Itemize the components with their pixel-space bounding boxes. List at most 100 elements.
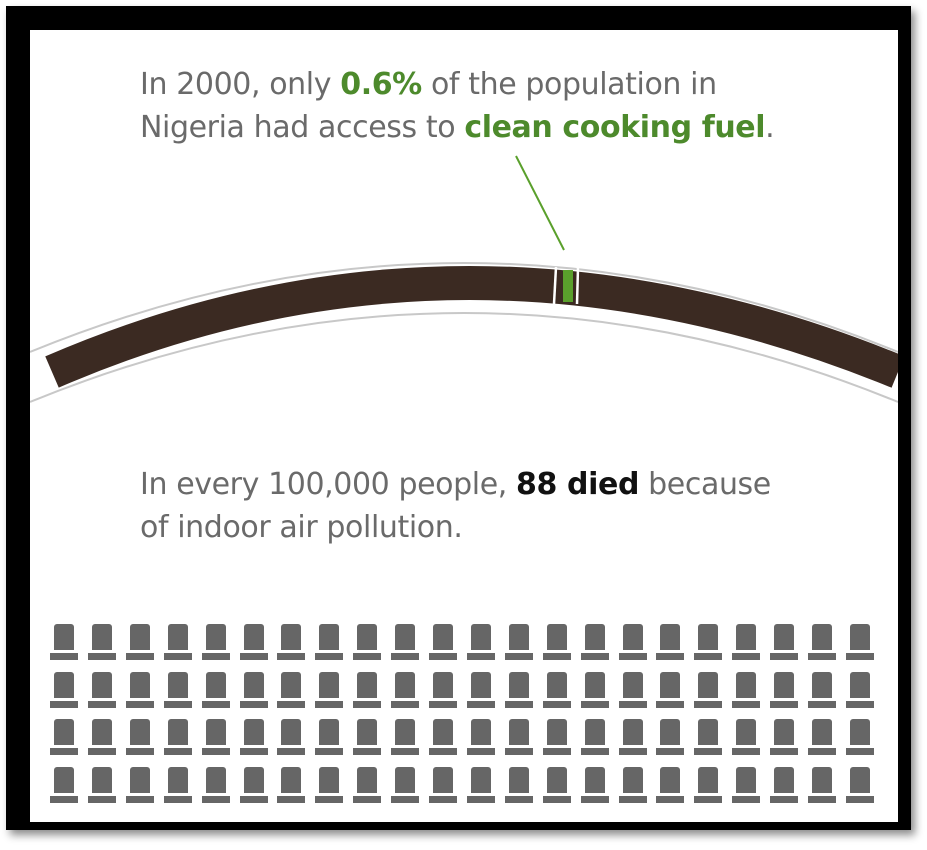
grave-icon (429, 766, 459, 805)
grave-icon (845, 719, 876, 757)
grave-icon (201, 719, 232, 757)
intro-line2: Nigeria had access to (140, 110, 465, 145)
grave-icon (694, 671, 724, 710)
grave-icon (845, 766, 876, 805)
grave-icon (618, 719, 649, 757)
deaths-statement: In every 100,000 people, 88 died because… (140, 463, 771, 549)
grave-icon (391, 624, 421, 662)
grave-icon (542, 624, 573, 662)
grave-icon (391, 766, 421, 805)
intro-suffix: . (765, 110, 775, 145)
grave-row (50, 624, 880, 662)
clean-fuel-highlight: clean cooking fuel (464, 110, 766, 145)
grave-icon (50, 766, 80, 805)
clean-fuel-statement: In 2000, only 0.6% of the population in N… (140, 63, 775, 149)
grave-icon (466, 719, 497, 757)
grave-icon (391, 671, 421, 710)
grave-icon (580, 766, 611, 805)
marker-gap-left (552, 266, 558, 305)
grave-icon (580, 624, 611, 662)
grave-icon (808, 624, 838, 662)
grave-icon (504, 766, 535, 805)
grave-icon (315, 624, 345, 662)
grave-icon (163, 766, 194, 805)
grave-icon (429, 624, 459, 662)
grave-icon (732, 766, 762, 805)
grave-icon (732, 624, 762, 662)
grave-icon (808, 766, 838, 805)
grave-icon (87, 719, 118, 757)
grave-icon (580, 671, 611, 710)
grave-icon (770, 624, 800, 662)
grave-icon (87, 766, 118, 805)
grave-icon (504, 624, 535, 662)
intro-prefix: In 2000, only (140, 67, 341, 102)
grave-icon (163, 671, 194, 710)
grave-row (50, 719, 880, 757)
population-band (45, 266, 898, 388)
population-arc (30, 155, 898, 403)
arc-outer-line (30, 262, 898, 353)
infographic-panel: In 2000, only 0.6% of the population in N… (30, 30, 898, 822)
grave-icon (277, 624, 307, 662)
grave-icon (656, 671, 686, 710)
grave-icon (163, 719, 194, 757)
marker-gap-right (575, 266, 580, 305)
grave-icon (87, 624, 118, 662)
grave-icon (504, 671, 535, 710)
grave-icon (542, 671, 573, 710)
grave-icon (163, 624, 194, 662)
grave-icon (504, 719, 535, 757)
grave-icon (277, 766, 307, 805)
grave-row (50, 671, 880, 710)
grave-icon (239, 719, 270, 757)
grave-icon (580, 719, 611, 757)
grave-icon (656, 719, 686, 757)
grave-icon (466, 671, 497, 710)
deaths-highlight: 88 died (516, 467, 640, 502)
grave-icon (808, 719, 838, 757)
grave-icon (732, 719, 762, 757)
grave-icon (125, 624, 156, 662)
grave-icon (277, 671, 307, 710)
grave-icon (429, 719, 459, 757)
grave-icon (125, 671, 156, 710)
grave-icon (808, 671, 838, 710)
grave-icon (466, 624, 497, 662)
deaths-suffix: because (639, 467, 771, 502)
grave-icon (50, 719, 80, 757)
grave-icon (845, 671, 876, 710)
intro-mid: of the population in (421, 67, 717, 102)
grave-icon (845, 624, 876, 662)
grave-icon (656, 624, 686, 662)
grave-icon (239, 671, 270, 710)
access-percent: 0.6% (340, 67, 422, 102)
clean-fuel-marker (563, 270, 573, 302)
grave-icon (618, 624, 649, 662)
frame: In 2000, only 0.6% of the population in N… (6, 6, 911, 830)
grave-icon (50, 624, 80, 662)
grave-icon (353, 719, 383, 757)
grave-icon (353, 671, 383, 710)
grave-icon (87, 671, 118, 710)
grave-icon (618, 671, 649, 710)
grave-icon (770, 719, 800, 757)
grave-icon (125, 766, 156, 805)
grave-icon (694, 624, 724, 662)
callout-line (515, 155, 565, 251)
grave-icon (466, 766, 497, 805)
grave-icon (618, 766, 649, 805)
grave-icon (315, 766, 345, 805)
grave-icon (353, 624, 383, 662)
grave-row (50, 766, 880, 805)
grave-icon (239, 624, 270, 662)
grave-icon (694, 719, 724, 757)
grave-icon (201, 766, 232, 805)
deaths-line2: of indoor air pollution. (140, 510, 463, 545)
grave-icon (732, 671, 762, 710)
arc-inner-line (30, 312, 898, 403)
grave-icon (201, 624, 232, 662)
grave-icon (125, 719, 156, 757)
grave-icon (201, 671, 232, 710)
grave-icon (542, 719, 573, 757)
